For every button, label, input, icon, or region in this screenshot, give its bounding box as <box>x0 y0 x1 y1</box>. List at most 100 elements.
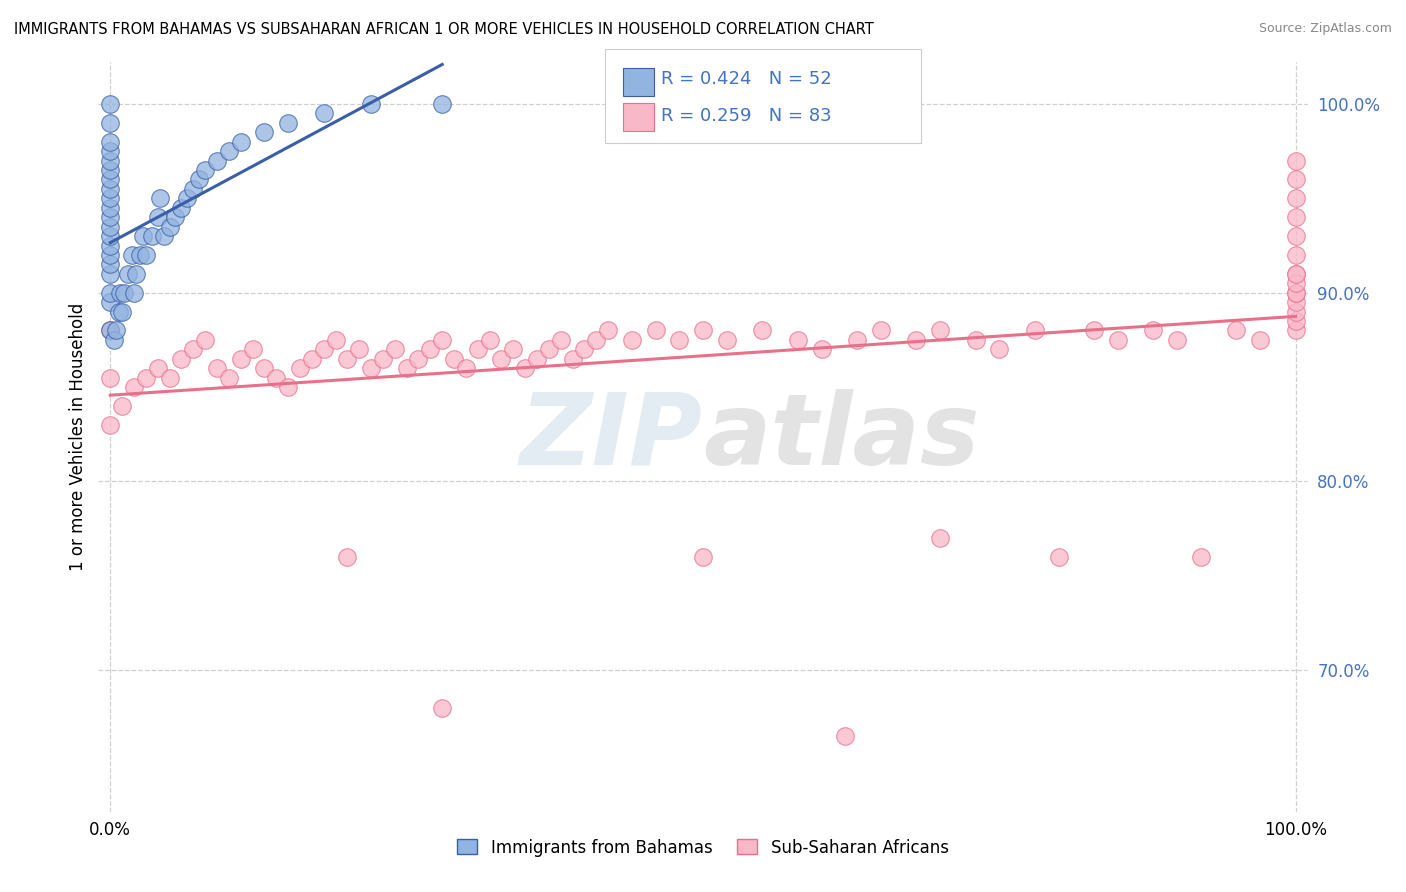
Point <box>181 343 204 357</box>
Point <box>751 323 773 337</box>
Point <box>98 417 121 432</box>
Point <box>1285 323 1308 337</box>
Point <box>786 333 808 347</box>
Point <box>111 399 134 413</box>
Point <box>98 153 121 168</box>
Text: R = 0.259   N = 83: R = 0.259 N = 83 <box>661 107 831 125</box>
Point <box>170 351 193 366</box>
Point <box>121 248 143 262</box>
Point <box>1285 267 1308 281</box>
Point <box>336 549 359 564</box>
Point <box>360 361 382 376</box>
Text: R = 0.424   N = 52: R = 0.424 N = 52 <box>661 70 831 87</box>
Point <box>98 211 121 225</box>
Point <box>620 333 643 347</box>
Point <box>347 343 370 357</box>
Text: IMMIGRANTS FROM BAHAMAS VS SUBSAHARAN AFRICAN 1 OR MORE VEHICLES IN HOUSEHOLD CO: IMMIGRANTS FROM BAHAMAS VS SUBSAHARAN AF… <box>14 22 873 37</box>
Point <box>170 201 193 215</box>
Point <box>117 267 139 281</box>
Point <box>129 248 152 262</box>
Point <box>598 323 620 337</box>
Point <box>834 729 856 743</box>
Point <box>574 343 596 357</box>
Point <box>149 191 172 205</box>
Point <box>125 267 148 281</box>
Point <box>384 343 406 357</box>
Point <box>98 172 121 186</box>
Point <box>146 361 169 376</box>
Point <box>159 219 181 234</box>
Point <box>181 182 204 196</box>
Point <box>371 351 394 366</box>
Point <box>1024 323 1046 337</box>
Text: atlas: atlas <box>703 389 980 485</box>
Point <box>1285 267 1308 281</box>
Point <box>98 144 121 158</box>
Point <box>478 333 501 347</box>
Point <box>1285 153 1308 168</box>
Point <box>98 163 121 178</box>
Point <box>1083 323 1105 337</box>
Point <box>98 191 121 205</box>
Point <box>146 211 169 225</box>
Point <box>159 370 181 384</box>
Point <box>965 333 987 347</box>
Point <box>98 267 121 281</box>
Point <box>467 343 489 357</box>
Point <box>288 361 311 376</box>
Y-axis label: 1 or more Vehicles in Household: 1 or more Vehicles in Household <box>69 303 87 571</box>
Point <box>419 343 441 357</box>
Point <box>141 229 163 244</box>
Point <box>692 549 714 564</box>
Point <box>165 211 187 225</box>
Point <box>107 304 129 318</box>
Point <box>561 351 583 366</box>
Point <box>692 323 714 337</box>
Point <box>98 135 121 149</box>
Point <box>395 361 418 376</box>
Point <box>277 380 299 394</box>
Point <box>132 229 155 244</box>
Point <box>336 351 359 366</box>
Point <box>111 304 134 318</box>
Point <box>644 323 666 337</box>
Point <box>108 285 131 300</box>
Point <box>229 351 252 366</box>
Point <box>550 333 572 347</box>
Point <box>585 333 607 347</box>
Legend: Immigrants from Bahamas, Sub-Saharan Africans: Immigrants from Bahamas, Sub-Saharan Afr… <box>451 832 955 863</box>
Point <box>98 182 121 196</box>
Point <box>1249 333 1271 347</box>
Point <box>277 116 299 130</box>
Point <box>1225 323 1247 337</box>
Point <box>98 238 121 252</box>
Point <box>1285 172 1308 186</box>
Point <box>1285 314 1308 328</box>
Point <box>537 343 560 357</box>
Point <box>408 351 430 366</box>
Point <box>360 97 382 112</box>
Point <box>905 333 928 347</box>
Point <box>194 333 217 347</box>
Point <box>135 248 157 262</box>
Point <box>716 333 738 347</box>
Point <box>205 361 228 376</box>
Point <box>98 248 121 262</box>
Point <box>218 370 240 384</box>
Point <box>1285 191 1308 205</box>
Point <box>1166 333 1188 347</box>
Point <box>1285 304 1308 318</box>
Point <box>526 351 548 366</box>
Point <box>502 343 524 357</box>
Point <box>264 370 287 384</box>
Point <box>103 333 125 347</box>
Point <box>229 135 252 149</box>
Point <box>668 333 690 347</box>
Point <box>846 333 869 347</box>
Point <box>1285 211 1308 225</box>
Point <box>301 351 323 366</box>
Point <box>810 343 832 357</box>
Point <box>122 380 145 394</box>
Point <box>194 163 217 178</box>
Point <box>929 531 952 545</box>
